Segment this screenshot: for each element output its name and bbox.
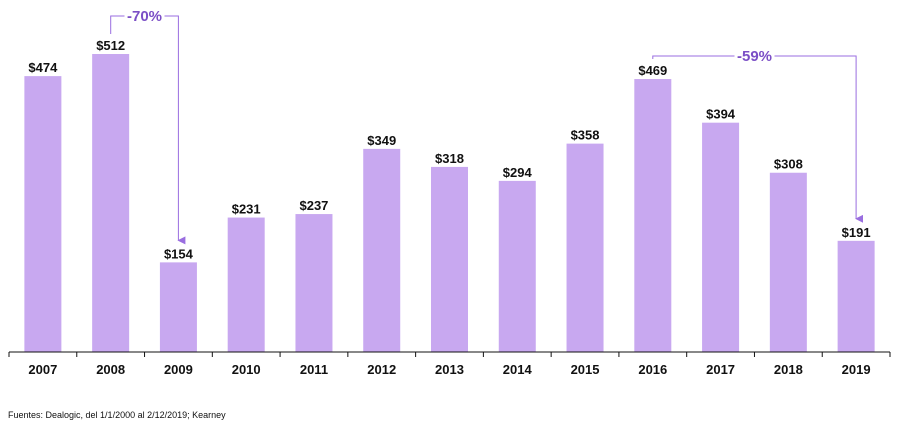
bars-layer bbox=[24, 54, 875, 353]
value-label-2016: $469 bbox=[638, 63, 667, 78]
bar-2017 bbox=[702, 122, 740, 353]
category-label-2007: 2007 bbox=[28, 362, 57, 377]
category-label-2008: 2008 bbox=[96, 362, 125, 377]
bar-2007 bbox=[24, 76, 62, 353]
value-label-2013: $318 bbox=[435, 151, 464, 166]
bar-2018 bbox=[769, 172, 807, 352]
bar-2012 bbox=[363, 148, 401, 352]
value-label-2014: $294 bbox=[503, 165, 533, 180]
annotations-layer: -70% -59% bbox=[110, 8, 864, 245]
bar-2015 bbox=[566, 143, 604, 352]
category-label-2018: 2018 bbox=[774, 362, 803, 377]
bar-2019 bbox=[837, 240, 875, 352]
value-label-2018: $308 bbox=[774, 157, 803, 172]
category-label-2010: 2010 bbox=[232, 362, 261, 377]
bar-2014 bbox=[498, 180, 536, 352]
category-labels-layer: 2007 2008 2009 2010 2011 2012 2013 2014 2015 2016… bbox=[28, 362, 870, 377]
value-label-2009: $154 bbox=[164, 246, 194, 261]
value-label-2011: $237 bbox=[299, 198, 328, 213]
category-label-2014: 2014 bbox=[503, 362, 533, 377]
value-labels-layer: $474 $512 $154 $231 $237 $349 $318 $294 $358 $469… bbox=[28, 38, 870, 261]
bar-2011 bbox=[295, 214, 333, 352]
annotation-label-bg bbox=[124, 8, 165, 24]
category-label-2015: 2015 bbox=[571, 362, 600, 377]
category-label-2013: 2013 bbox=[435, 362, 464, 377]
value-label-2007: $474 bbox=[28, 60, 58, 75]
x-axis-ticks bbox=[8, 352, 891, 357]
category-label-2019: 2019 bbox=[842, 362, 871, 377]
value-label-2017: $394 bbox=[706, 107, 736, 122]
category-label-2016: 2016 bbox=[638, 362, 667, 377]
value-label-2012: $349 bbox=[367, 133, 396, 148]
annotation-label-2008-2009: -70% bbox=[127, 8, 162, 25]
source-note: Fuentes: Dealogic, del 1/1/2000 al 2/12/… bbox=[8, 410, 226, 420]
category-label-2017: 2017 bbox=[706, 362, 735, 377]
bar-2016 bbox=[634, 79, 672, 352]
value-label-2019: $191 bbox=[842, 225, 871, 240]
annotation-label-2016-2019: -59% bbox=[737, 48, 772, 65]
category-label-2011: 2011 bbox=[300, 362, 328, 377]
category-label-2012: 2012 bbox=[367, 362, 396, 377]
bar-2010 bbox=[227, 217, 265, 352]
category-label-2009: 2009 bbox=[164, 362, 193, 377]
drop-arrow-2016-2019 bbox=[652, 55, 864, 223]
bar-2013 bbox=[431, 166, 468, 352]
value-label-2015: $358 bbox=[571, 128, 600, 143]
bar-2009 bbox=[159, 262, 197, 352]
value-label-2010: $231 bbox=[232, 202, 261, 217]
annotation-label-bg bbox=[734, 48, 775, 64]
bar-2008 bbox=[92, 54, 130, 352]
value-label-2008: $512 bbox=[96, 38, 125, 53]
